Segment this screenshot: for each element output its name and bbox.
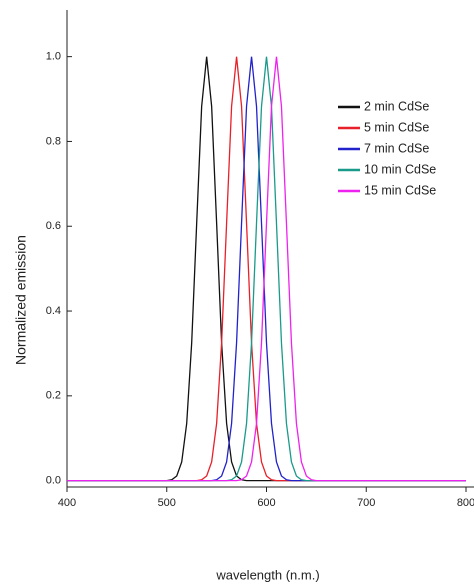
y-tick-label: 0.8: [46, 135, 61, 147]
y-tick-label: 1.0: [46, 51, 61, 63]
legend-label: 5 min CdSe: [364, 120, 429, 134]
y-tick-label: 0.2: [46, 390, 61, 402]
legend-label: 2 min CdSe: [364, 99, 429, 113]
y-axis-label: Normalized emission: [13, 235, 29, 365]
y-tick-label: 0.4: [46, 305, 61, 317]
legend-label: 15 min CdSe: [364, 183, 436, 197]
series-line: [67, 56, 466, 482]
x-tick-label: 600: [257, 497, 275, 509]
x-tick-label: 400: [58, 497, 76, 509]
x-tick-label: 800: [457, 497, 474, 509]
legend-label: 7 min CdSe: [364, 141, 429, 155]
x-tick-label: 500: [158, 497, 176, 509]
y-tick-label: 0.0: [46, 475, 61, 487]
y-tick-label: 0.6: [46, 220, 61, 232]
x-axis-label: wavelength (n.m.): [215, 567, 319, 582]
legend-label: 10 min CdSe: [364, 162, 436, 176]
x-tick-label: 700: [357, 497, 375, 509]
